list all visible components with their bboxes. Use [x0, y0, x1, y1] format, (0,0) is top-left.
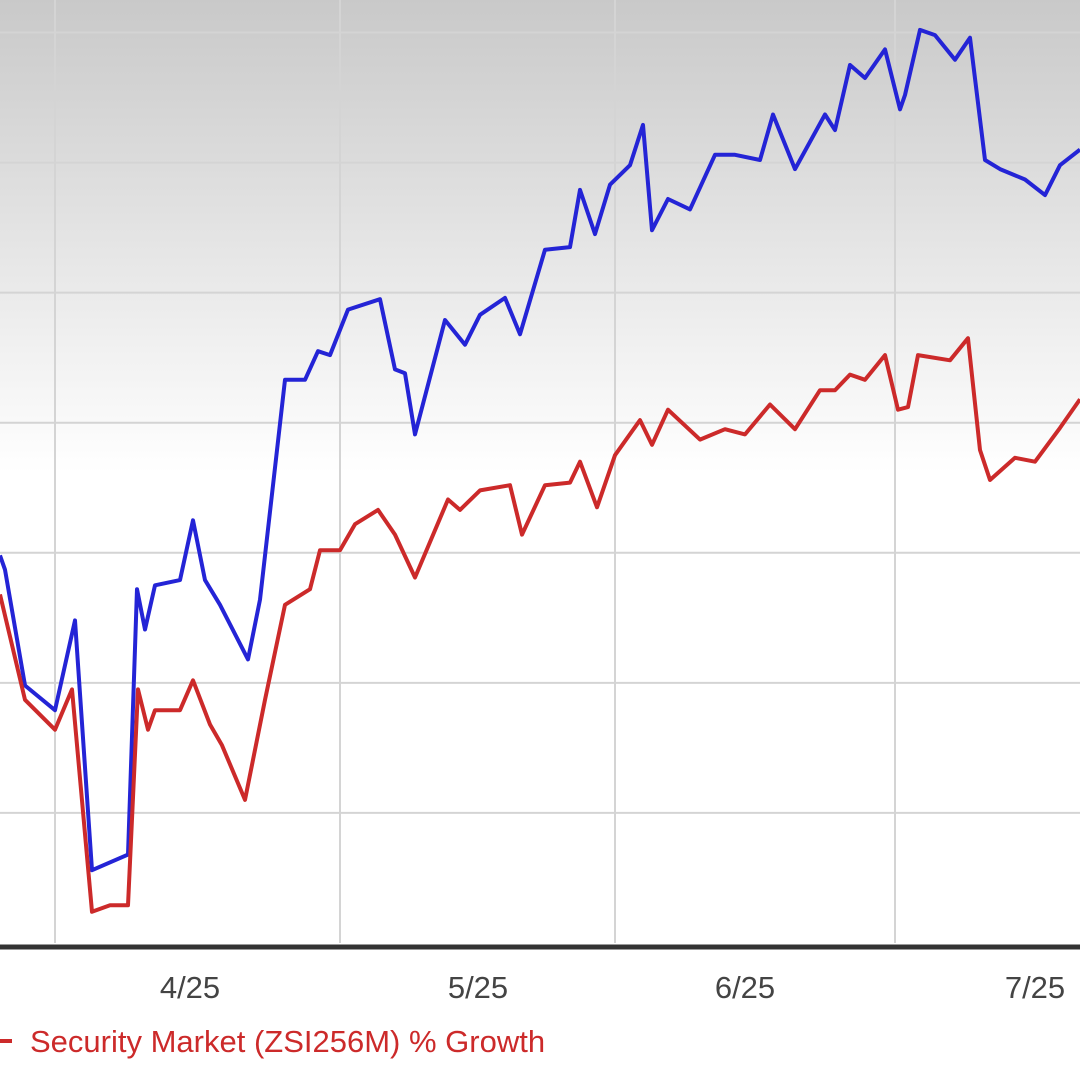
series-line	[0, 336, 1080, 914]
series-line	[0, 27, 1080, 873]
x-tick-label: 5/25	[448, 970, 508, 1005]
legend-label: Security Market (ZSI256M) % Growth	[30, 1024, 545, 1059]
plot-background	[0, 0, 1080, 945]
x-tick-label: 7/25	[1005, 970, 1065, 1005]
x-tick-label: 4/25	[160, 970, 220, 1005]
x-tick-label: 6/25	[715, 970, 775, 1005]
